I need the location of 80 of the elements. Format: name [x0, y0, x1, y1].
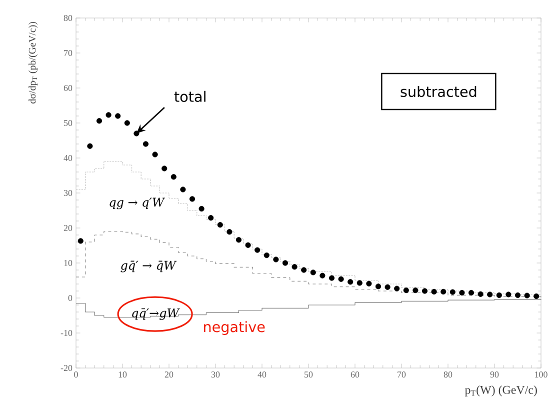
annotation: qq̄′→gW — [132, 308, 180, 320]
y-tick-label: 40 — [64, 154, 72, 162]
x-axis-title: p$_{T}$(W) (GeV/c) — [464, 386, 537, 396]
point — [78, 238, 84, 244]
point — [524, 292, 530, 298]
point — [440, 288, 446, 294]
point — [478, 291, 484, 297]
point — [384, 284, 390, 290]
x-tick-label: 10 — [118, 372, 127, 378]
point — [375, 284, 382, 290]
x-tick-label: 70 — [398, 372, 406, 378]
point — [338, 276, 344, 282]
point — [124, 120, 130, 126]
point — [412, 288, 418, 294]
x-tick-label: 100 — [535, 372, 548, 378]
point — [356, 280, 362, 286]
point — [106, 112, 112, 118]
annotation: negative — [204, 321, 265, 336]
point — [254, 247, 260, 253]
point — [328, 275, 335, 281]
y-tick-label: 30 — [64, 190, 72, 196]
y-tick-label: 10 — [64, 260, 72, 266]
y-axis-title: dσ/dp$_{T}$ (pb/(GeV/c)) — [28, 22, 38, 104]
point — [282, 260, 288, 266]
annotation: gq̄′ → q̄W — [120, 260, 177, 272]
y-tick-label: 20 — [64, 224, 72, 232]
point — [534, 293, 540, 300]
point — [198, 206, 204, 212]
point — [496, 292, 502, 298]
annotation: subtracted — [400, 86, 476, 98]
point — [134, 130, 140, 136]
point — [152, 152, 158, 158]
x-tick-label: 50 — [304, 372, 313, 378]
point — [264, 252, 270, 258]
point — [162, 166, 168, 172]
point — [320, 272, 326, 278]
point — [273, 256, 279, 262]
point — [431, 288, 437, 294]
point — [422, 288, 428, 294]
point — [217, 222, 223, 228]
point — [180, 186, 186, 192]
annotation: qg → q′W — [110, 198, 166, 210]
point — [208, 215, 214, 221]
point — [348, 279, 354, 285]
y-tick-label: -20 — [60, 364, 72, 372]
point — [394, 286, 400, 292]
point — [236, 237, 242, 243]
point — [301, 267, 307, 273]
point — [468, 290, 474, 296]
point — [170, 174, 176, 180]
y-tick-label: 60 — [64, 84, 72, 92]
point — [226, 229, 232, 235]
point — [366, 280, 372, 286]
point — [450, 289, 456, 295]
y-tick-label: 50 — [64, 120, 72, 126]
point — [506, 292, 512, 298]
x-tick-label: 40 — [258, 372, 266, 378]
y-tick-label: 70 — [64, 50, 72, 56]
point — [310, 270, 316, 276]
x-tick-label: 0 — [74, 372, 78, 378]
x-tick-label: 90 — [490, 372, 499, 378]
point — [87, 143, 93, 149]
y-tick-label: 80 — [64, 14, 72, 22]
x-tick-label: 30 — [211, 372, 220, 378]
annotation: total — [174, 90, 206, 102]
x-tick-label: 60 — [350, 372, 360, 378]
point — [459, 290, 465, 296]
point — [487, 292, 493, 298]
y-tick-label: 0 — [68, 294, 72, 302]
point — [115, 113, 121, 119]
x-tick-label: 80 — [444, 372, 452, 378]
y-tick-label: -10 — [60, 330, 72, 336]
point — [403, 288, 409, 294]
point — [142, 141, 149, 147]
x-tick-label: 20 — [164, 372, 174, 378]
point — [189, 196, 196, 202]
point — [292, 264, 298, 270]
point — [245, 242, 251, 248]
point — [514, 292, 521, 298]
point — [96, 118, 102, 124]
